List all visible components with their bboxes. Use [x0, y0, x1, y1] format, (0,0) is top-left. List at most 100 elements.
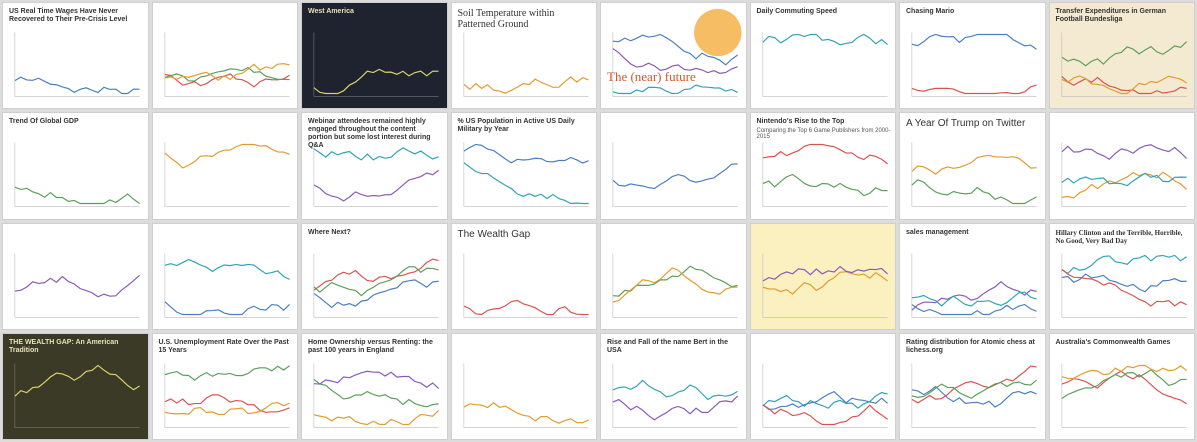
- thumbnail[interactable]: Soil Temperature within Patterned Ground: [450, 2, 597, 110]
- axis-line: [911, 253, 1037, 318]
- thumbnail[interactable]: Hillary Clinton and the Terrible, Horrib…: [1048, 222, 1195, 330]
- thumbnail-graphic: [1060, 32, 1187, 97]
- thumbnail[interactable]: Where Next?: [301, 222, 448, 330]
- decorative-line: [463, 299, 589, 315]
- thumbnail[interactable]: Rating distribution for Atomic chess at …: [899, 332, 1046, 440]
- decorative-line: [1061, 171, 1187, 199]
- thumbnail[interactable]: Webinar attendees remained highly engage…: [301, 112, 448, 220]
- thumbnail[interactable]: [1048, 112, 1195, 220]
- axis-line: [911, 142, 1037, 207]
- thumbnail[interactable]: [2, 222, 149, 330]
- thumbnail[interactable]: [749, 332, 896, 440]
- decorative-line: [761, 391, 888, 409]
- thumbnail-title: Rating distribution for Atomic chess at …: [906, 338, 1035, 354]
- decorative-line: [612, 48, 738, 74]
- thumbnail-graphic: [612, 363, 739, 428]
- decorative-line: [163, 144, 290, 169]
- decorative-line: [463, 401, 589, 424]
- decorative-line: [911, 154, 1037, 176]
- thumbnail-title: Rise and Fall of the name Bert in the US…: [607, 338, 728, 354]
- thumbnail[interactable]: Rise and Fall of the name Bert in the US…: [600, 332, 747, 440]
- decorative-line: [164, 63, 290, 81]
- decorative-line: [14, 186, 140, 205]
- thumbnail[interactable]: The Wealth Gap: [450, 222, 597, 330]
- axis-line: [14, 363, 140, 428]
- thumbnail-title: The (near) future: [607, 69, 696, 84]
- thumbnail-graphic: [14, 363, 140, 428]
- axis-line: [911, 32, 1037, 97]
- thumbnail-title: Where Next?: [308, 228, 351, 236]
- decorative-line: [1061, 254, 1187, 274]
- axis-line: [463, 142, 589, 207]
- thumbnail-title: THE WEALTH GAP: An American Tradition: [9, 338, 119, 354]
- decorative-line: [762, 174, 888, 197]
- thumbnail-graphic: [164, 32, 290, 97]
- thumbnail-title: Chasing Mario: [906, 8, 955, 15]
- axis-line: [463, 32, 589, 97]
- thumbnail[interactable]: % US Population in Active US Daily Milit…: [450, 112, 597, 220]
- thumbnail[interactable]: US Real Time Wages Have Never Recovered …: [2, 2, 149, 110]
- axis-line: [1061, 32, 1187, 97]
- thumbnail[interactable]: [151, 112, 298, 220]
- axis-line: [14, 142, 140, 207]
- thumbnail-title: Transfer Expenditures in German Football…: [1055, 8, 1166, 23]
- axis-line: [762, 253, 888, 318]
- thumbnail-title: The Wealth Gap: [457, 228, 531, 240]
- decorative-line: [612, 33, 738, 66]
- thumbnail-title: West America: [308, 8, 354, 15]
- axis-line: [1061, 363, 1187, 428]
- thumbnail[interactable]: THE WEALTH GAP: An American Tradition: [2, 332, 149, 440]
- decorative-line: [313, 170, 439, 202]
- thumbnail[interactable]: A Year Of Trump on Twitter: [899, 112, 1046, 220]
- thumbnail[interactable]: [151, 222, 298, 330]
- thumbnail-graphic: [1060, 142, 1187, 207]
- thumbnail-graphic: [463, 253, 589, 318]
- thumbnail[interactable]: [151, 2, 298, 110]
- decorative-line: [911, 365, 1037, 404]
- thumbnail[interactable]: Trend Of Global GDP: [2, 112, 149, 220]
- thumbnail[interactable]: Nintendo's Rise to the Top Comparing the …: [749, 112, 896, 220]
- decorative-line: [911, 84, 1037, 95]
- decorative-line: [612, 84, 738, 95]
- axis-line: [612, 363, 738, 428]
- decorative-line: [762, 404, 888, 425]
- thumbnail-title: Soil Temperature within Patterned Ground: [457, 8, 555, 30]
- thumbnail-graphic: [612, 142, 738, 207]
- decorative-line: [1061, 368, 1187, 399]
- thumbnail[interactable]: Chasing Mario: [899, 2, 1046, 110]
- thumbnail-graphic: [612, 8, 742, 97]
- decorative-line: [164, 394, 290, 413]
- decorative-line: [1061, 75, 1187, 95]
- decorative-line: [612, 266, 738, 303]
- decorative-line: [164, 73, 290, 88]
- thumbnail[interactable]: Australia's Commonwealth Games: [1048, 332, 1195, 440]
- thumbnail[interactable]: Daily Commuting Speed: [749, 2, 896, 110]
- thumbnail-graphic: [761, 363, 888, 428]
- axis-line: [313, 363, 439, 428]
- thumbnail[interactable]: West America: [301, 2, 448, 110]
- axis-line: [612, 32, 738, 97]
- decorative-line: [762, 265, 888, 282]
- thumbnail[interactable]: The (near) future: [600, 2, 747, 110]
- thumbnail-title: Hillary Clinton and the Terrible, Horrib…: [1055, 228, 1183, 245]
- thumbnail[interactable]: sales management: [899, 222, 1046, 330]
- thumbnail[interactable]: [749, 222, 896, 330]
- axis-line: [313, 253, 439, 318]
- thumbnail[interactable]: [600, 112, 747, 220]
- thumbnail[interactable]: [450, 332, 597, 440]
- thumbnail[interactable]: Home Ownership versus Renting: the past …: [301, 332, 448, 440]
- thumbnail-graphic: [911, 363, 1037, 428]
- thumbnail[interactable]: Transfer Expenditures in German Football…: [1048, 2, 1195, 110]
- thumbnail-title: Webinar attendees remained highly engage…: [308, 118, 431, 150]
- axis-line: [762, 142, 888, 207]
- decorative-line: [612, 163, 738, 190]
- thumbnail-graphic: [762, 142, 888, 207]
- thumbnail[interactable]: [600, 222, 747, 330]
- thumbnail[interactable]: U.S. Unemployment Rate Over the Past 15 …: [151, 332, 298, 440]
- decorative-line: [463, 162, 589, 205]
- axis-line: [313, 32, 439, 97]
- thumbnail-title: A Year Of Trump on Twitter: [906, 118, 1026, 130]
- decorative-line: [911, 280, 1037, 311]
- decorative-line: [1061, 364, 1187, 379]
